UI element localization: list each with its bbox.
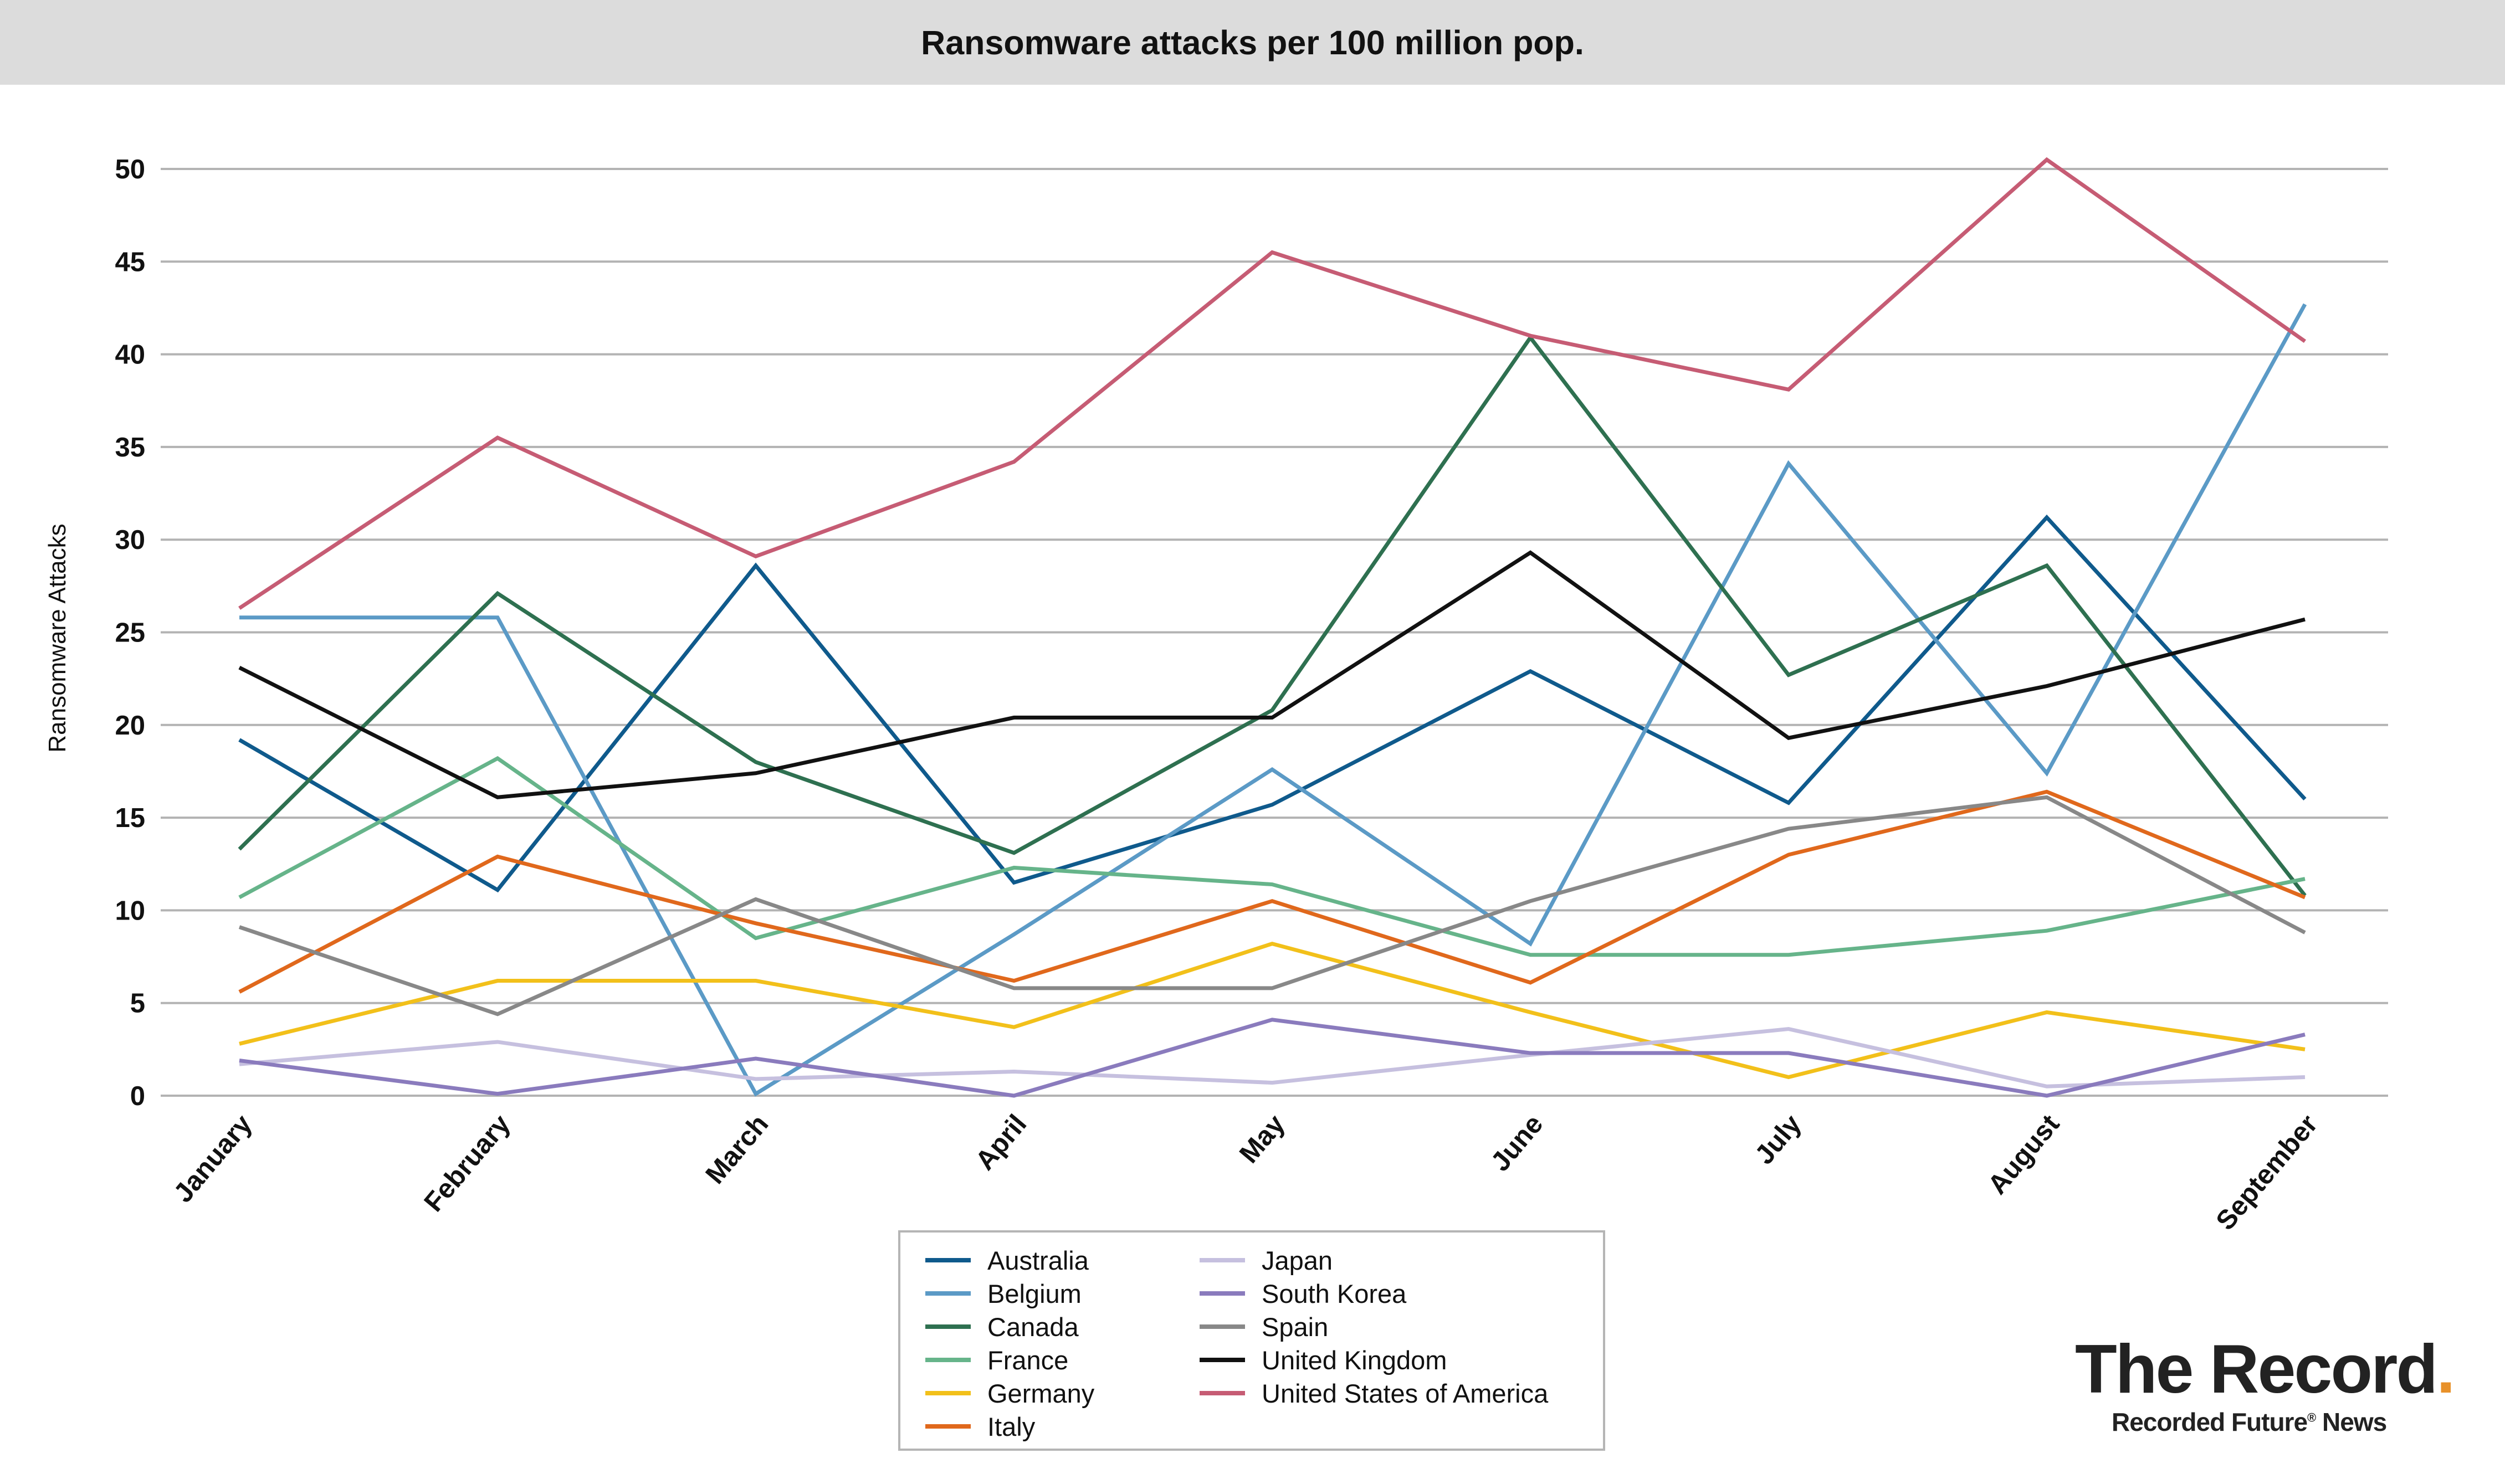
legend-label: South Korea (1262, 1278, 1407, 1308)
x-tick-label: August (1983, 1109, 2066, 1200)
legend-label: United Kingdom (1262, 1345, 1447, 1375)
series-line-south-korea (239, 1018, 2306, 1098)
series-line-germany (239, 941, 2306, 1080)
y-axis-ticks: 0 5 10 15 20 25 30 35 40 45 50 (115, 155, 145, 1111)
legend-swatch (925, 1424, 971, 1429)
legend-item-united-kingdom: United Kingdom (1200, 1343, 1548, 1377)
series-line-canada (238, 334, 2307, 897)
the-record-logo: The Record. Recorded Future® News (2075, 1335, 2463, 1437)
y-tick-label: 30 (115, 525, 145, 555)
legend-item-japan: Japan (1200, 1244, 1548, 1277)
legend-item-united-states-of-america: United States of America (1200, 1377, 1548, 1410)
legend-column-2: Japan South Korea Spain United Kingdom Unite… (1200, 1244, 1548, 1410)
y-tick-label: 45 (115, 247, 145, 277)
legend-swatch (1200, 1258, 1245, 1262)
legend-swatch (925, 1291, 971, 1296)
y-tick-label: 50 (115, 155, 145, 184)
y-tick-label: 40 (115, 340, 145, 370)
x-tick-label: September (2210, 1109, 2323, 1236)
x-tick-label: April (970, 1109, 1032, 1175)
legend-swatch (925, 1258, 971, 1262)
y-tick-label: 5 (130, 989, 145, 1019)
y-tick-label: 20 (115, 711, 145, 741)
legend-item-canada: Canada (925, 1310, 1094, 1343)
y-tick-label: 35 (115, 433, 145, 463)
series-line-spain (238, 795, 2306, 1016)
legend-swatch (925, 1391, 971, 1395)
y-tick-label: 10 (115, 896, 145, 926)
x-tick-label: June (1485, 1109, 1549, 1177)
legend-item-australia: Australia (925, 1244, 1094, 1277)
x-tick-label: July (1749, 1109, 1807, 1170)
y-tick-label: 25 (115, 618, 145, 648)
legend-item-spain: Spain (1200, 1310, 1548, 1343)
legend-label: Canada (987, 1312, 1079, 1342)
y-axis-label: Ransomware Attacks (44, 523, 71, 752)
chart-title-bar: Ransomware attacks per 100 million pop. (0, 0, 2505, 85)
x-tick-label: February (418, 1109, 516, 1217)
legend-label: Spain (1262, 1312, 1329, 1342)
legend-swatch (1200, 1391, 1245, 1395)
legend-label: Germany (987, 1378, 1095, 1408)
legend-swatch (1200, 1291, 1245, 1296)
legend-label: Italy (987, 1411, 1036, 1441)
legend-item-italy: Italy (925, 1410, 1094, 1443)
series-line-united-states-of-america (238, 157, 2307, 610)
legend-label: Belgium (987, 1278, 1082, 1308)
legend-item-france: France (925, 1343, 1094, 1377)
x-tick-label: March (700, 1109, 774, 1189)
legend-label: Australia (987, 1245, 1089, 1275)
logo-subtitle: Recorded Future® News (2112, 1408, 2387, 1436)
legend-item-south-korea: South Korea (1200, 1277, 1548, 1310)
legend-swatch (925, 1324, 971, 1329)
series-lines (238, 157, 2307, 1098)
legend-label: Japan (1262, 1245, 1333, 1275)
legend-swatch (1200, 1358, 1245, 1362)
x-tick-label: January (168, 1109, 258, 1208)
series-line-australia (238, 514, 2307, 893)
series-line-united-kingdom (238, 550, 2306, 799)
legend-swatch (1200, 1324, 1245, 1329)
series-line-japan (239, 1027, 2306, 1088)
legend-column-1: Australia Belgium Canada France Germany Italy (925, 1244, 1094, 1443)
logo-title: The Record. (2075, 1331, 2456, 1408)
x-tick-label: May (1234, 1109, 1291, 1169)
series-line-france (238, 756, 2306, 957)
legend-label: United States of America (1262, 1378, 1549, 1408)
legend-item-germany: Germany (925, 1377, 1094, 1410)
legend: Australia Belgium Canada France Germany Italy… (898, 1230, 1605, 1451)
y-tick-label: 15 (115, 803, 145, 833)
legend-item-belgium: Belgium (925, 1277, 1094, 1310)
series-line-belgium (239, 303, 2307, 1097)
y-tick-label: 0 (130, 1081, 145, 1111)
grid-lines (161, 168, 2388, 1097)
legend-swatch (925, 1358, 971, 1362)
legend-label: France (987, 1345, 1069, 1375)
chart-title: Ransomware attacks per 100 million pop. (921, 23, 1584, 61)
series-line-italy (238, 789, 2306, 994)
x-axis-ticks: January February March April May June July Augu… (168, 1109, 2323, 1236)
